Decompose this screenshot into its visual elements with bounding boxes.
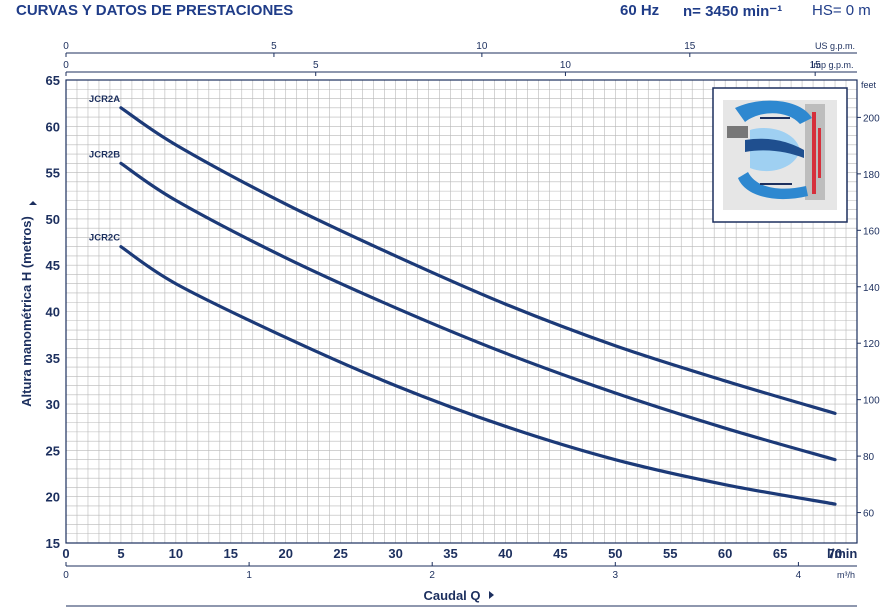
arrow-right-icon [489, 591, 494, 599]
chart-series: JCR2A JCR2B JCR2C [89, 94, 837, 506]
series-label-jcr2b: JCR2B [89, 149, 120, 160]
imp-gpm-tick-label: 15 [810, 60, 822, 71]
us-gpm-tick-label: 15 [684, 41, 696, 52]
frequency-label: 60 Hz [620, 2, 660, 19]
y-tick-label: 60 [46, 119, 60, 134]
y-tick-label: 55 [46, 166, 60, 181]
feet-tick-label: 200 [863, 113, 880, 124]
suction-height-label: HS= 0 m [812, 2, 871, 19]
m3h-tick-label: 1 [246, 570, 252, 581]
x-tick-label: 0 [62, 546, 69, 561]
x-unit-label: l/min [827, 546, 857, 561]
feet-tick-label: 160 [863, 226, 880, 237]
x-tick-label: 5 [117, 546, 124, 561]
series-label-jcr2a: JCR2A [89, 94, 120, 105]
y-tick-label: 15 [46, 536, 60, 551]
us-gpm-tick-label: 0 [63, 41, 69, 52]
imp-gpm-tick-label: 5 [313, 60, 319, 71]
x-tick-label: 25 [333, 546, 347, 561]
x-tick-label: 45 [553, 546, 567, 561]
y-tick-label: 40 [46, 305, 60, 320]
y-tick-label: 30 [46, 397, 60, 412]
m3h-tick-label: 3 [613, 570, 619, 581]
us-gpm-unit-label: US g.p.m. [815, 41, 855, 51]
series-line-jcr2c [119, 245, 837, 506]
y-tick-label: 50 [46, 212, 60, 227]
feet-tick-label: 100 [863, 396, 880, 407]
x-tick-label: 60 [718, 546, 732, 561]
feet-tick-label: 80 [863, 452, 875, 463]
chart-labels: Altura manométrica H (metros) Caudal Q [19, 201, 857, 607]
x-tick-label: 50 [608, 546, 622, 561]
imp-gpm-tick-label: 0 [63, 60, 69, 71]
feet-tick-label: 140 [863, 283, 880, 294]
x-tick-label: 30 [388, 546, 402, 561]
y-axis-title: Altura manométrica H (metros) [19, 216, 34, 407]
x-tick-label: 15 [224, 546, 238, 561]
us-gpm-tick-label: 5 [271, 41, 277, 52]
y-tick-label: 65 [46, 73, 60, 88]
x-tick-label: 40 [498, 546, 512, 561]
speed-label: n= 3450 min⁻¹ [683, 3, 783, 20]
x-tick-label: 35 [443, 546, 457, 561]
imp-gpm-tick-label: 10 [560, 60, 572, 71]
us-gpm-tick-label: 10 [476, 41, 488, 52]
y-tick-label: 45 [46, 258, 60, 273]
page-title: CURVAS Y DATOS DE PRESTACIONES [16, 2, 294, 19]
x-tick-label: 70 [828, 546, 842, 561]
feet-tick-label: 120 [863, 339, 880, 350]
plot-frame [65, 79, 858, 544]
feet-unit-label: feet [861, 80, 877, 90]
y-tick-label: 35 [46, 351, 60, 366]
x-tick-label: 20 [278, 546, 292, 561]
arrow-up-icon [29, 201, 37, 205]
feet-tick-label: 180 [863, 170, 880, 181]
pump-cross-section-icon [712, 87, 848, 223]
y-tick-label: 25 [46, 443, 60, 458]
m3h-tick-label: 4 [796, 570, 802, 581]
x-tick-label: 10 [169, 546, 183, 561]
feet-tick-label: 60 [863, 509, 875, 520]
series-label-jcr2c: JCR2C [89, 233, 120, 244]
imp-gpm-unit-label: Imp g.p.m. [811, 60, 854, 70]
series-line-jcr2a [119, 106, 837, 415]
m3h-tick-label: 0 [63, 570, 69, 581]
x-tick-label: 55 [663, 546, 677, 561]
series-line-jcr2b [119, 161, 837, 462]
y-tick-label: 20 [46, 490, 60, 505]
x-tick-label: 65 [773, 546, 787, 561]
m3h-unit-label: m³/h [837, 570, 855, 580]
m3h-tick-label: 2 [429, 570, 435, 581]
x-axis-title: Caudal Q [423, 588, 480, 603]
